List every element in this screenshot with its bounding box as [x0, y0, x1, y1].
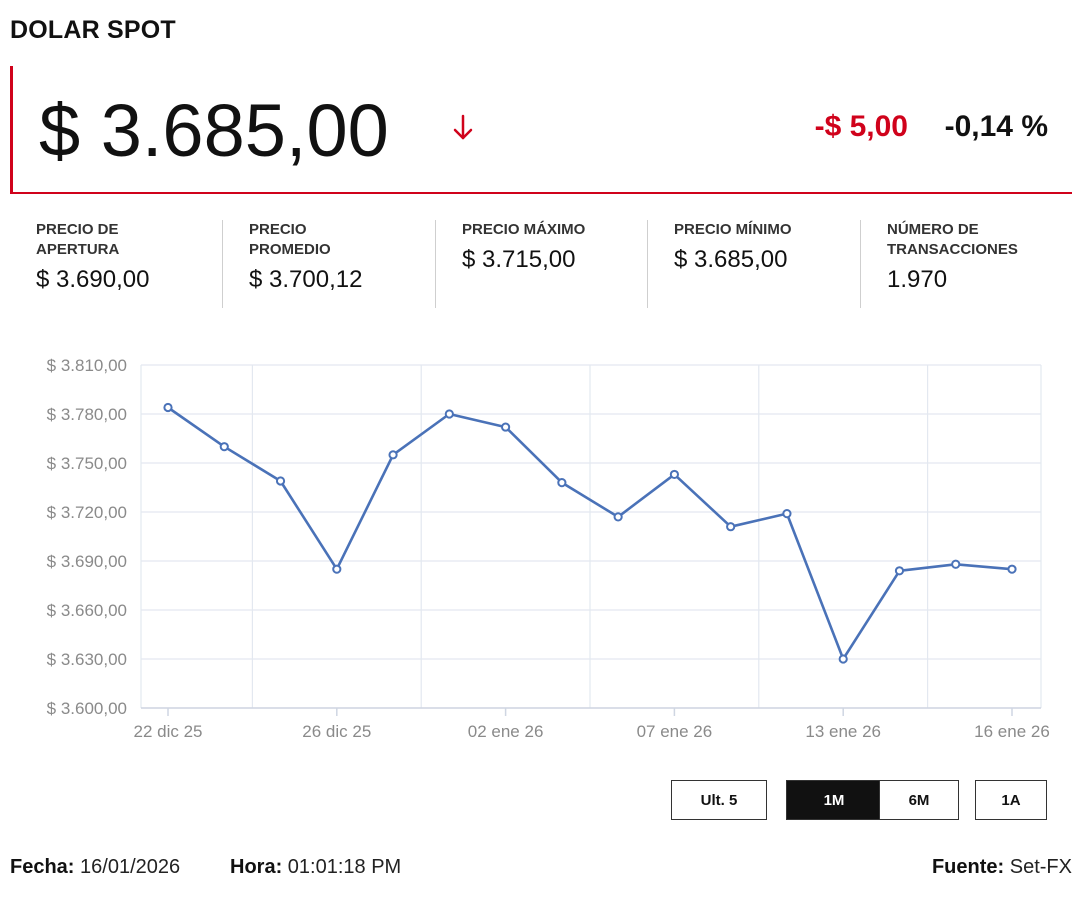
range-button-6m[interactable]: 6M	[879, 780, 959, 820]
price-line-chart: $ 3.600,00 $ 3.630,00 $ 3.660,00 $ 3.690,00…	[47, 356, 1050, 741]
stat-opening-price: PRECIO DE APERTURA $ 3.690,00	[10, 220, 222, 308]
chart-series	[163, 402, 1017, 664]
chart-grid	[140, 364, 1042, 709]
series-line	[167, 406, 1013, 661]
data-point	[557, 478, 567, 488]
x-tick-label: 22 dic 25	[134, 722, 203, 741]
data-point	[444, 409, 454, 419]
data-point	[163, 402, 173, 413]
y-tick-label: $ 3.600,00	[47, 699, 127, 718]
x-tick-label: 26 dic 25	[302, 722, 371, 741]
stat-value: $ 3.690,00	[36, 266, 150, 293]
price-change-absolute: -$ 5,00	[814, 110, 908, 143]
page-title: DOLAR SPOT	[10, 16, 176, 44]
stat-min-price: PRECIO MÍNIMO $ 3.685,00	[647, 220, 859, 308]
stat-value: $ 3.715,00	[462, 246, 576, 273]
data-point	[894, 566, 905, 576]
y-tick-label: $ 3.780,00	[47, 405, 127, 424]
range-button-1m[interactable]: 1M	[786, 780, 882, 820]
stats-row: PRECIO DE APERTURA $ 3.690,00 PRECIO PRO…	[10, 220, 1072, 310]
stat-label: PRECIO DE APERTURA	[36, 221, 120, 258]
data-point	[332, 564, 342, 574]
current-price: $ 3.685,00	[39, 89, 389, 172]
stat-value: $ 3.700,12	[249, 266, 363, 293]
range-button-ult5[interactable]: Ult. 5	[671, 780, 767, 820]
footer-source: Fuente: Set-FX	[932, 856, 1072, 879]
price-change-percent: -0,14 %	[944, 110, 1048, 143]
y-tick-label: $ 3.630,00	[47, 650, 127, 669]
stat-label: PRECIO MÁXIMO	[462, 221, 586, 238]
y-tick-label: $ 3.810,00	[47, 356, 127, 375]
stat-label: PRECIO PROMEDIO	[249, 221, 331, 258]
x-tick-label: 13 ene 26	[805, 722, 881, 741]
time-label: Hora:	[230, 856, 283, 878]
source-value: Set-FX	[1009, 856, 1072, 878]
date-value: 16/01/2026	[80, 856, 181, 878]
data-point	[782, 509, 792, 519]
footer-date: Fecha: 16/01/2026	[10, 856, 180, 879]
stat-value: 1.970	[887, 266, 948, 293]
date-label: Fecha:	[10, 856, 75, 878]
y-tick-label: $ 3.690,00	[47, 552, 127, 571]
data-point	[388, 450, 398, 460]
stat-label: NÚMERO DE TRANSACCIONES	[887, 221, 1018, 258]
data-point	[501, 422, 511, 432]
y-tick-label: $ 3.750,00	[47, 454, 127, 473]
price-panel: $ 3.685,00 -$ 5,00 -0,14 %	[10, 66, 1072, 194]
data-point	[1007, 564, 1017, 574]
data-point	[838, 654, 848, 664]
stat-max-price: PRECIO MÁXIMO $ 3.715,00	[435, 220, 647, 308]
range-button-1a[interactable]: 1A	[975, 780, 1047, 820]
data-point	[669, 469, 680, 480]
y-tick-label: $ 3.720,00	[47, 503, 127, 522]
footer-time: Hora: 01:01:18 PM	[230, 856, 401, 879]
y-tick-label: $ 3.660,00	[47, 601, 127, 620]
data-point	[951, 559, 961, 569]
data-point	[726, 522, 736, 532]
data-point	[219, 442, 229, 452]
arrow-down-icon	[453, 114, 473, 140]
source-label: Fuente:	[931, 856, 1005, 878]
x-tick-label: 16 ene 26	[974, 722, 1050, 741]
chart-axes: $ 3.600,00 $ 3.630,00 $ 3.660,00 $ 3.690,00…	[47, 356, 1050, 741]
time-value: 01:01:18 PM	[287, 856, 402, 878]
range-controls: Ult. 5 1M 6M 1A	[0, 780, 1080, 824]
stat-average-price: PRECIO PROMEDIO $ 3.700,12	[222, 220, 434, 308]
data-point	[613, 512, 623, 522]
x-tick-label: 07 ene 26	[637, 722, 713, 741]
x-tick-label: 02 ene 26	[468, 722, 544, 741]
stat-transactions: NÚMERO DE TRANSACCIONES 1.970	[860, 220, 1072, 308]
stat-value: $ 3.685,00	[674, 246, 788, 273]
data-point	[275, 476, 286, 486]
stat-label: PRECIO MÍNIMO	[674, 221, 792, 238]
footer: Fecha: 16/01/2026 Hora: 01:01:18 PM Fuen…	[10, 856, 1072, 884]
